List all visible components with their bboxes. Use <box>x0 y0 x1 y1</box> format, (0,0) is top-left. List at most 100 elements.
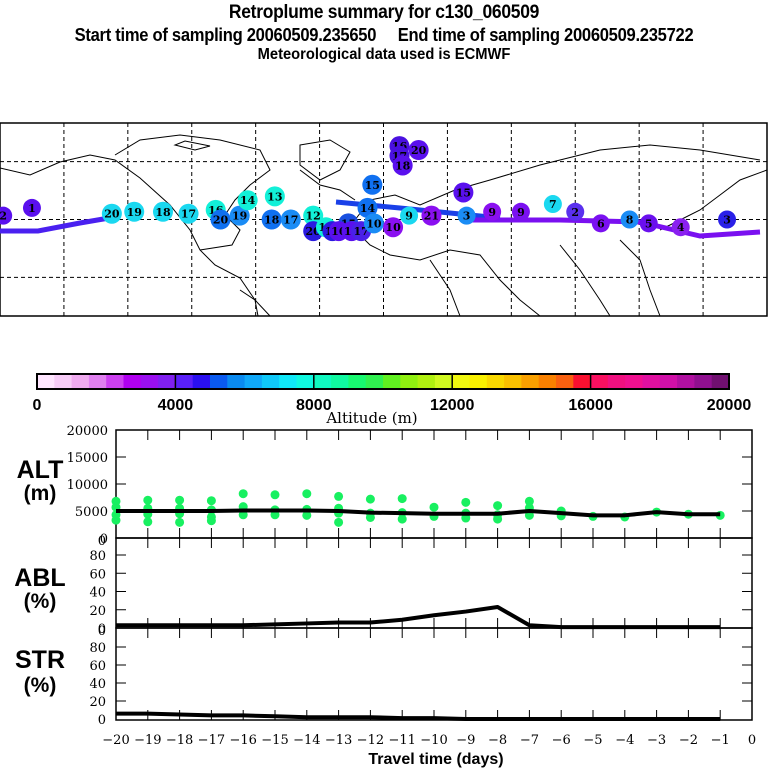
x-tick-label: −19 <box>134 733 161 748</box>
y-tick-label: 15000 <box>67 451 108 466</box>
y-tick-label: 0 <box>98 624 106 639</box>
y-tick-label: 60 <box>89 659 106 674</box>
colorbar-swatch <box>123 374 142 389</box>
plume-cluster-marker: 17 <box>178 203 199 224</box>
cluster-dot <box>22 198 41 217</box>
plume-cluster-marker: 19 <box>229 205 250 226</box>
coastline <box>354 144 761 221</box>
altitude-cluster-point <box>397 494 407 504</box>
altitude-cluster-point <box>334 517 344 527</box>
plume-cluster-marker: 6 <box>591 214 610 233</box>
x-tick-label: −4 <box>615 733 634 748</box>
str-panel-label: STR <box>15 646 65 674</box>
cluster-day-label: 18 <box>264 214 280 227</box>
x-tick-label: −8 <box>488 733 507 748</box>
colorbar-swatch <box>279 374 298 389</box>
x-tick-label: −5 <box>583 733 602 748</box>
x-tick-label: −15 <box>261 733 288 748</box>
colorbar-swatch <box>140 374 159 389</box>
x-tick-label: −18 <box>166 733 193 748</box>
colorbar-swatch <box>348 374 367 389</box>
colorbar-swatch <box>106 374 125 389</box>
y-tick-label: 0 <box>98 713 106 728</box>
colorbar-swatch <box>244 374 263 389</box>
cluster-dot <box>237 190 258 211</box>
cluster-day-label: 10 <box>366 217 382 230</box>
cluster-dot <box>362 174 383 195</box>
colorbar-swatch <box>210 374 228 389</box>
x-tick-label: −10 <box>420 733 447 748</box>
cluster-day-label: 7 <box>549 198 557 211</box>
colorbar-swatch <box>296 374 315 389</box>
plume-cluster-marker: 8 <box>620 210 639 229</box>
cluster-day-label: 2 <box>0 210 7 223</box>
coastline <box>299 139 351 181</box>
altitude-cluster-point <box>365 494 375 504</box>
altitude-cluster-point <box>461 513 471 523</box>
colorbar-swatch <box>54 374 73 389</box>
coastline <box>239 289 271 317</box>
altitude-cluster-point <box>175 495 185 505</box>
plume-cluster-marker: 20 <box>101 203 122 224</box>
colorbar-swatch <box>313 374 332 389</box>
coastline <box>354 229 541 317</box>
colorbar-swatch <box>175 374 194 389</box>
y-tick-label: 10000 <box>67 478 108 493</box>
cluster-dot <box>543 195 562 214</box>
cluster-dot <box>392 155 413 176</box>
plume-cluster-marker: 21 <box>421 205 442 226</box>
cluster-dot <box>280 209 301 230</box>
altitude-cluster-point <box>461 497 471 507</box>
cluster-dot <box>383 217 404 238</box>
colorbar-frame <box>36 373 730 390</box>
altitude-cluster-point <box>524 496 534 506</box>
colorbar-tick-label: 0 <box>33 397 42 414</box>
colorbar-swatch <box>625 374 644 389</box>
y-tick-label: 20 <box>89 695 106 710</box>
cluster-day-label: 14 <box>360 202 376 215</box>
cluster-day-label: 17 <box>353 225 368 238</box>
alt-panel-unit: (m) <box>24 482 57 505</box>
x-tick-label: −17 <box>198 733 225 748</box>
colorbar-swatch <box>400 374 419 389</box>
altitude-cluster-point <box>334 491 344 501</box>
cluster-day-label: 9 <box>488 206 496 219</box>
cluster-dot <box>639 214 658 233</box>
cluster-day-label: 2 <box>571 206 579 219</box>
cluster-dot <box>152 201 173 222</box>
plume-cluster-marker: 19 <box>124 201 145 222</box>
cluster-day-label: 21 <box>424 210 439 223</box>
colorbar-swatch <box>331 374 349 389</box>
plume-cluster-marker: 15 <box>453 182 474 203</box>
cluster-dot <box>124 201 145 222</box>
altitude-cluster-point <box>493 514 503 524</box>
altitude-cluster-point <box>175 517 185 527</box>
plume-cluster-marker: 17 <box>280 209 301 230</box>
x-tick-label: −3 <box>647 733 666 748</box>
x-tick-label: −14 <box>293 733 320 748</box>
abl-series-line <box>116 605 721 630</box>
coastline <box>559 244 611 317</box>
colorbar-tick-label: 20000 <box>707 397 752 414</box>
plume-cluster-marker: 4 <box>671 218 690 237</box>
x-tick-label: −9 <box>456 733 475 748</box>
colorbar-swatch <box>677 374 695 389</box>
cluster-day-label: 15 <box>365 179 380 192</box>
cluster-dot <box>671 218 690 237</box>
colorbar-swatch <box>365 374 384 389</box>
cluster-dot <box>178 203 199 224</box>
cluster-dot <box>261 209 282 230</box>
x-tick-label: −12 <box>357 733 384 748</box>
x-axis-title: Travel time (days) <box>368 751 503 768</box>
colorbar-swatch <box>694 374 713 389</box>
str-series-line <box>116 711 721 721</box>
cluster-dot <box>591 214 610 233</box>
cluster-dot <box>400 206 419 225</box>
plume-cluster-marker: 10 <box>383 217 404 238</box>
x-tick-label: −11 <box>388 733 415 748</box>
altitude-cluster-point <box>270 510 280 520</box>
plume-cluster-marker: 3 <box>718 210 737 229</box>
cluster-dot <box>483 202 502 221</box>
plume-cluster-marker: 18 <box>152 201 173 222</box>
str-panel: 0 20 40 60 80 0 <box>89 624 753 728</box>
